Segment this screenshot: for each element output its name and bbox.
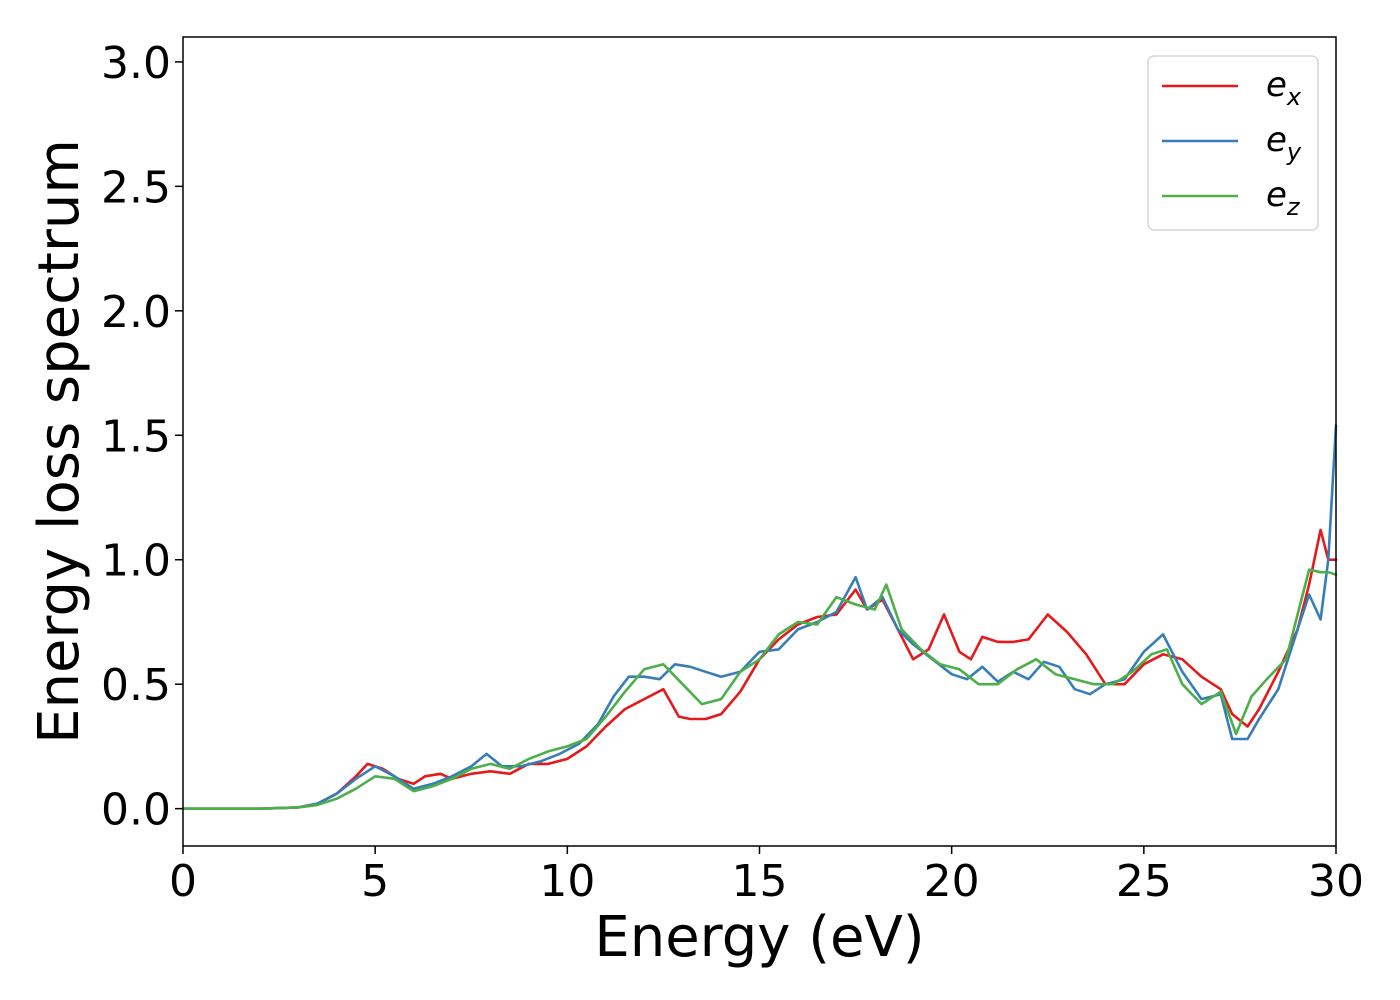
x-tick-label: 20 <box>924 856 980 907</box>
y-tick-label: 1.5 <box>101 411 171 462</box>
x-tick-label: 0 <box>169 856 197 907</box>
series-layer <box>181 423 1338 811</box>
y-tick-label: 3.0 <box>101 38 171 89</box>
y-tick-label: 2.0 <box>101 287 171 338</box>
legend-label-subscript: x <box>1286 83 1302 111</box>
x-tick-label: 5 <box>361 856 389 907</box>
y-axis-label: Energy loss spectrum <box>27 139 92 744</box>
legend-label-subscript: z <box>1286 193 1301 221</box>
legend-label-base: e <box>1266 120 1287 160</box>
x-axis: 0 5 10 15 20 25 30 <box>169 846 1364 907</box>
x-tick-label: 30 <box>1308 856 1364 907</box>
series-line-z <box>181 568 1338 811</box>
x-tick-label: 10 <box>539 856 595 907</box>
y-axis: 0.0 0.5 1.0 1.5 2.0 2.5 3.0 <box>101 38 183 836</box>
series-line-y <box>181 423 1338 811</box>
y-tick-label: 0.0 <box>101 785 171 836</box>
legend-label-subscript: y <box>1286 138 1302 166</box>
y-tick-label: 0.5 <box>101 660 171 711</box>
legend-label-base: e <box>1266 175 1287 215</box>
legend-label-y: ey <box>1266 120 1302 166</box>
legend-box <box>1147 55 1319 231</box>
x-tick-label: 15 <box>732 856 788 907</box>
legend-label-base: e <box>1266 65 1287 105</box>
series-line-x <box>181 528 1338 811</box>
legend-label-x: ex <box>1266 65 1302 111</box>
y-tick-label: 2.5 <box>101 162 171 213</box>
x-axis-label: Energy (eV) <box>594 905 924 970</box>
legend-label-z: ez <box>1266 175 1301 221</box>
x-tick-label: 25 <box>1116 856 1172 907</box>
y-tick-label: 1.0 <box>101 536 171 587</box>
